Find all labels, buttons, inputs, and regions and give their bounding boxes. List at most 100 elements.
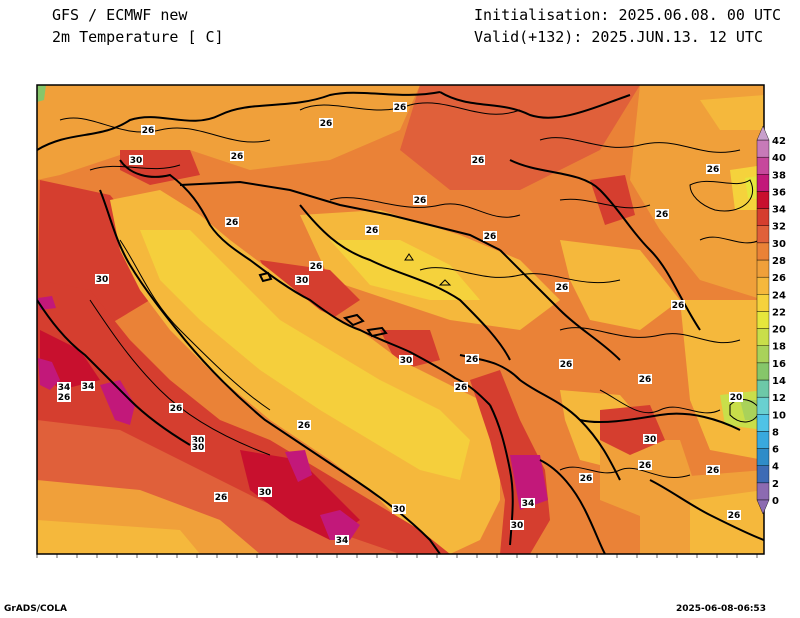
contour-label-bg bbox=[169, 403, 183, 413]
colorbar-min-arrow bbox=[756, 499, 770, 515]
colorbar-tick-label: 20 bbox=[772, 325, 786, 336]
contour-label-bg bbox=[95, 274, 109, 284]
contour-label-bg bbox=[706, 465, 720, 475]
colorbar-tick-label: 2 bbox=[772, 479, 779, 490]
contour-label-bg bbox=[638, 374, 652, 384]
colorbar-tick-label: 18 bbox=[772, 342, 786, 353]
contour-label: 26 bbox=[226, 218, 239, 228]
contour-label: 26 bbox=[484, 232, 497, 242]
colorbar-tick-label: 26 bbox=[772, 273, 786, 284]
contour-label: 26 bbox=[310, 262, 323, 272]
colorbar-tick-label: 30 bbox=[772, 239, 786, 250]
colorbar-segment bbox=[756, 276, 770, 295]
render-timestamp: 2025-06-08-06:53 bbox=[676, 604, 766, 614]
contour-label-bg bbox=[483, 231, 497, 241]
colorbar-tick-label: 6 bbox=[772, 445, 779, 456]
colorbar-segment bbox=[756, 465, 770, 484]
contour-label-bg bbox=[57, 392, 71, 402]
contour-label-bg bbox=[729, 392, 743, 402]
contour-label: 26 bbox=[580, 474, 593, 484]
colorbar-tick-label: 40 bbox=[772, 153, 786, 164]
contour-label: 34 bbox=[336, 536, 349, 546]
field-title: 2m Temperature [ C] bbox=[52, 28, 224, 46]
contour-label-bg bbox=[559, 359, 573, 369]
contour-label: 26 bbox=[298, 421, 311, 431]
contour-label: 26 bbox=[639, 461, 652, 471]
colorbar-tick-label: 8 bbox=[772, 427, 779, 438]
contour-label-bg bbox=[191, 442, 205, 452]
contour-label-bg bbox=[225, 217, 239, 227]
contour-label-bg bbox=[727, 510, 741, 520]
contour-label: 26 bbox=[414, 196, 427, 206]
contour-label-bg bbox=[471, 155, 485, 165]
colorbar-segment bbox=[756, 259, 770, 278]
colorbar-segment bbox=[756, 242, 770, 261]
colorbar-tick-label: 42 bbox=[772, 136, 786, 147]
contour-label-bg bbox=[129, 155, 143, 165]
contour-label-bg bbox=[521, 498, 535, 508]
contour-label: 30 bbox=[400, 356, 413, 366]
colorbar-segment bbox=[756, 431, 770, 449]
colorbar-tick-label: 28 bbox=[772, 256, 786, 267]
colorbar-segment bbox=[756, 396, 770, 415]
contour-label: 26 bbox=[455, 383, 468, 393]
contour-label-bg bbox=[258, 487, 272, 497]
contour-label-bg bbox=[141, 125, 155, 135]
colorbar-segment bbox=[756, 174, 770, 192]
contour-label-bg bbox=[392, 504, 406, 514]
colorbar-segment bbox=[756, 448, 770, 466]
contour-label-bg bbox=[335, 535, 349, 545]
software-credit: GrADS/COLA bbox=[4, 604, 67, 614]
contour-label: 30 bbox=[259, 488, 272, 498]
contour-label: 34 bbox=[522, 499, 535, 509]
colorbar-tick-label: 22 bbox=[772, 307, 786, 318]
contour-label: 26 bbox=[560, 360, 573, 370]
map-header-right: Initialisation: 2025.06.08. 00 UTC Valid(… bbox=[474, 4, 781, 48]
contour-label: 30 bbox=[393, 505, 406, 515]
contour-label: 26 bbox=[639, 375, 652, 385]
contour-label: 26 bbox=[707, 466, 720, 476]
contour-label-bg bbox=[214, 492, 228, 502]
contour-labels: 26 26 26 26 30 26 26 26 26 30 26 26 26 26 30 30 26 26 26 26… bbox=[57, 102, 743, 546]
contour-label: 26 bbox=[215, 493, 228, 503]
contour-label-bg bbox=[191, 435, 205, 445]
contour-label: 26 bbox=[366, 226, 379, 236]
colorbar-tick-label: 0 bbox=[772, 496, 779, 507]
contour-label-bg bbox=[297, 420, 311, 430]
contour-label-bg bbox=[399, 355, 413, 365]
contour-label-bg bbox=[295, 275, 309, 285]
contour-label: 30 bbox=[511, 521, 524, 531]
contour-label: 34 bbox=[58, 383, 71, 393]
contour-label: 26 bbox=[58, 393, 71, 403]
colorbar-segment bbox=[756, 191, 770, 209]
contour-label-bg bbox=[510, 520, 524, 530]
colorbar-tick-label: 14 bbox=[772, 376, 786, 387]
colorbar-tick-label: 36 bbox=[772, 187, 786, 198]
contour-label: 26 bbox=[170, 404, 183, 414]
colorbar-segment bbox=[756, 139, 770, 158]
init-time: Initialisation: 2025.06.08. 00 UTC bbox=[474, 6, 782, 24]
colorbar-tick-label: 12 bbox=[772, 393, 786, 404]
contour-label: 26 bbox=[672, 301, 685, 311]
colorbar-segment bbox=[756, 379, 770, 398]
colorbar-tick-label: 24 bbox=[772, 290, 786, 301]
contour-label-bg bbox=[706, 164, 720, 174]
colorbar-segment bbox=[756, 345, 770, 364]
colorbar-tick-label: 32 bbox=[772, 222, 786, 233]
contour-label-bg bbox=[319, 118, 333, 128]
colorbar-tick-label: 10 bbox=[772, 410, 786, 421]
contour-label-bg bbox=[413, 195, 427, 205]
contour-label-bg bbox=[454, 382, 468, 392]
valid-time: Valid(+132): 2025.JUN.13. 12 UTC bbox=[474, 28, 763, 46]
contour-label: 30 bbox=[96, 275, 109, 285]
contour-label-bg bbox=[309, 261, 323, 271]
contour-label: 26 bbox=[472, 156, 485, 166]
colorbar-tick-label: 4 bbox=[772, 462, 779, 473]
model-title: GFS / ECMWF new bbox=[52, 6, 188, 24]
map-axis-ticks bbox=[36, 554, 758, 558]
contour-label: 26 bbox=[707, 165, 720, 175]
colorbar-tick-label: 34 bbox=[772, 205, 786, 216]
colorbar-segment bbox=[756, 482, 770, 501]
colorbar-tick-label: 16 bbox=[772, 359, 786, 370]
